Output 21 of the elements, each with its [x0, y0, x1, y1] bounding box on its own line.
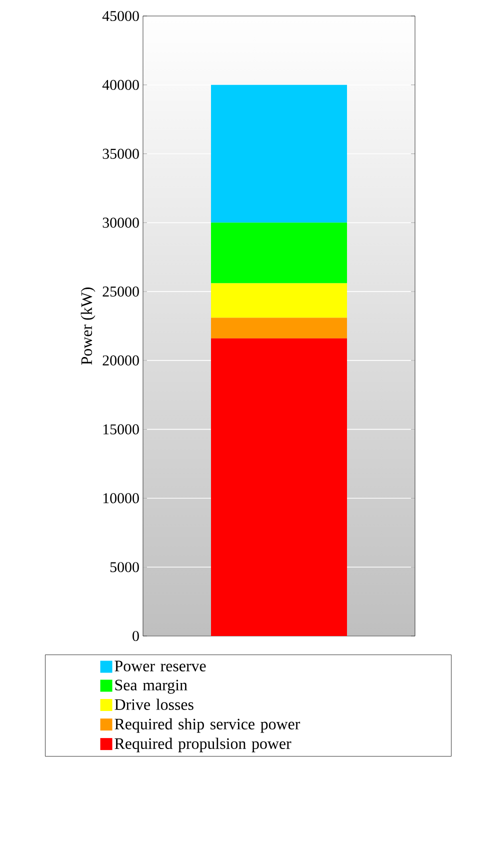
legend-label: Drive losses: [114, 698, 194, 710]
bar: [211, 222, 347, 284]
legend-label: Required ship service power: [114, 718, 300, 733]
legend-label: Power reserve: [114, 660, 206, 672]
y-tick-label: 5000: [110, 562, 139, 572]
bar: [211, 318, 347, 338]
y-tick-label: 45000: [102, 10, 139, 22]
y-tick-label: 40000: [102, 80, 139, 90]
y-axis-title: Power (kW): [80, 288, 96, 365]
bar: [211, 84, 347, 223]
legend-label: Sea margin: [115, 680, 188, 694]
y-tick-label: 30000: [102, 218, 139, 228]
y-tick-label: 35000: [102, 148, 139, 159]
y-tick-label: 10000: [103, 493, 139, 504]
y-tick-label: 20000: [102, 355, 139, 366]
y-tick-label: 25000: [102, 286, 139, 297]
bar: [211, 338, 347, 636]
y-tick-label: 0: [132, 630, 139, 642]
y-tick-label: 15000: [103, 424, 139, 434]
bar: [211, 283, 347, 318]
legend-label: Required propulsion power: [114, 738, 292, 752]
